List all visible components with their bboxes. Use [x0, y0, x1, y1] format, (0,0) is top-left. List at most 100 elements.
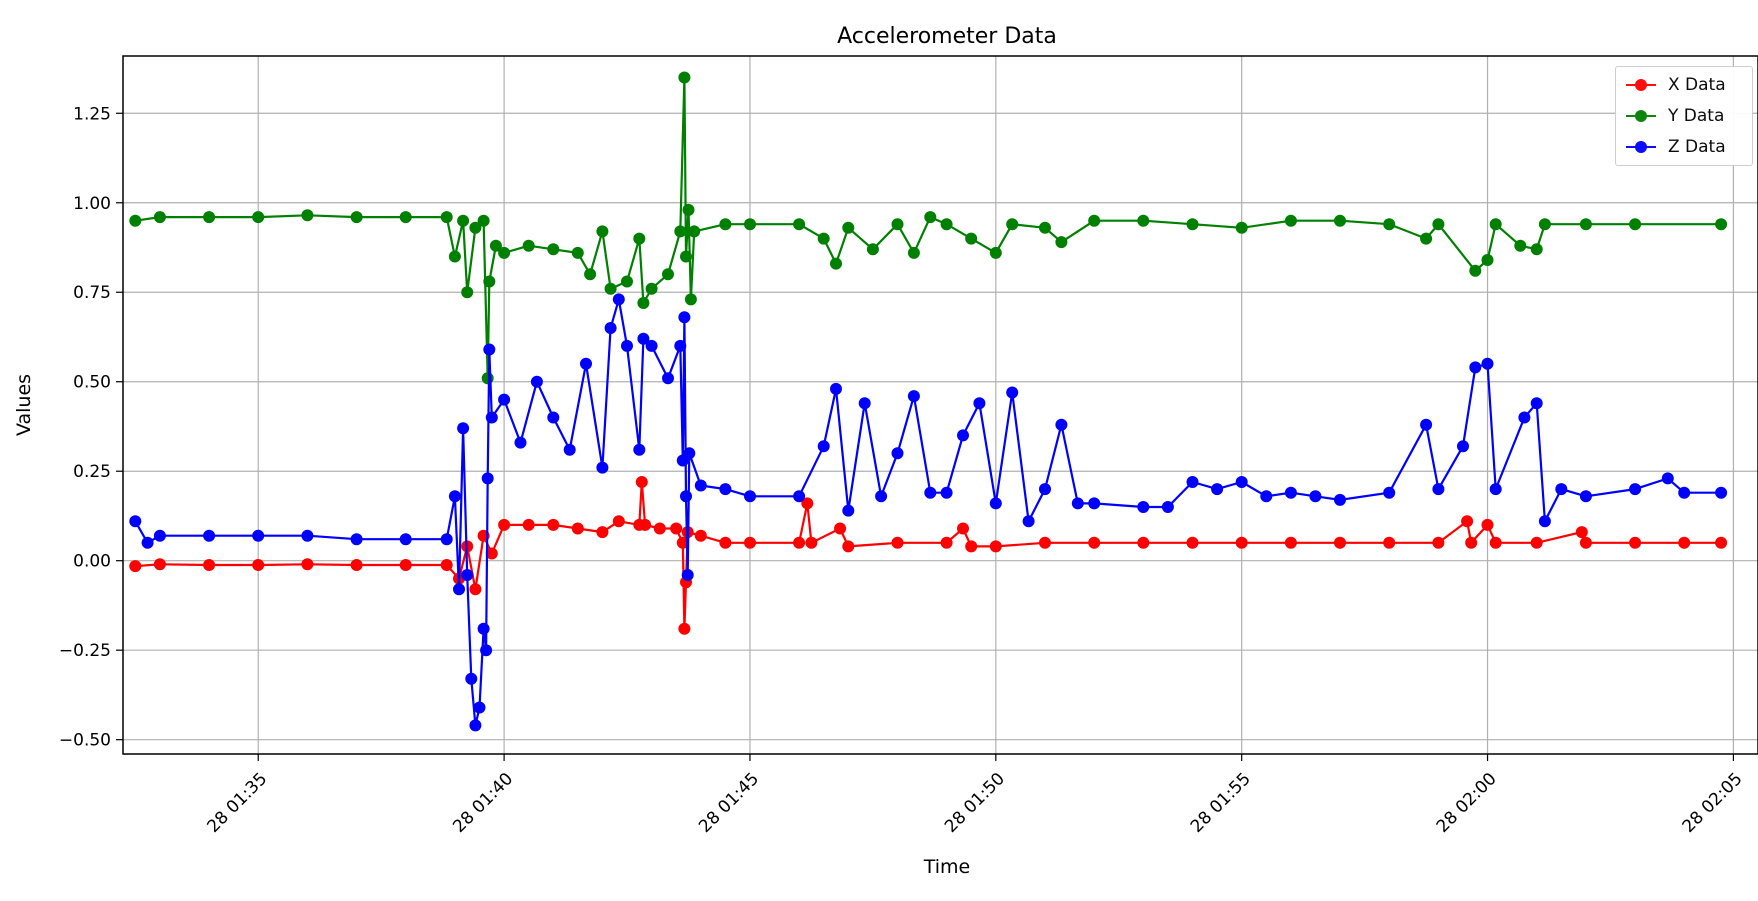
- data-point: [1006, 386, 1019, 399]
- data-point: [448, 250, 461, 263]
- data-point: [719, 536, 732, 549]
- data-point: [547, 518, 560, 531]
- data-point: [801, 497, 814, 510]
- data-point: [1186, 476, 1199, 488]
- data-point: [350, 559, 363, 571]
- data-point: [744, 490, 756, 503]
- data-point: [473, 701, 486, 714]
- data-point: [866, 243, 879, 256]
- data-point: [744, 536, 756, 549]
- data-point: [830, 382, 842, 395]
- data-point: [465, 672, 478, 685]
- data-point: [662, 372, 674, 385]
- data-point: [1432, 218, 1445, 231]
- data-point: [1518, 411, 1531, 424]
- legend-label-x: X Data: [1668, 75, 1726, 95]
- data-point: [203, 211, 216, 224]
- data-point: [477, 214, 490, 227]
- data-point: [1039, 221, 1051, 234]
- y-tick-label: 1.25: [73, 104, 111, 124]
- data-point: [793, 490, 806, 503]
- data-point: [1284, 536, 1297, 549]
- data-point: [481, 372, 494, 385]
- data-point: [498, 393, 511, 406]
- data-point: [1461, 515, 1474, 528]
- data-point: [875, 490, 888, 503]
- data-point: [924, 211, 937, 224]
- data-point: [621, 275, 633, 288]
- data-point: [891, 218, 904, 231]
- data-point: [670, 522, 683, 535]
- data-point: [485, 411, 498, 424]
- data-point: [1006, 218, 1019, 231]
- data-point: [580, 357, 592, 370]
- data-point: [483, 343, 496, 356]
- data-point: [674, 225, 687, 238]
- data-point: [1235, 476, 1248, 488]
- data-point: [834, 522, 847, 535]
- data-point: [547, 243, 560, 256]
- data-point: [129, 214, 142, 227]
- data-point: [1678, 486, 1691, 499]
- y-tick-label: 1.00: [73, 194, 111, 214]
- data-point: [129, 515, 142, 528]
- data-point: [633, 443, 646, 456]
- data-point: [571, 522, 584, 535]
- data-point: [719, 483, 732, 496]
- data-point: [1334, 536, 1346, 549]
- data-point: [1088, 214, 1101, 227]
- data-point: [973, 397, 986, 410]
- data-point: [645, 339, 658, 352]
- data-point: [1715, 536, 1728, 549]
- data-point: [1538, 515, 1551, 528]
- data-point: [612, 515, 625, 528]
- data-point: [1334, 214, 1346, 227]
- data-point: [683, 447, 696, 460]
- data-point: [461, 286, 474, 299]
- data-point: [637, 332, 650, 345]
- data-point: [891, 536, 904, 549]
- y-tick-label: 0.75: [73, 283, 111, 303]
- data-point: [1383, 486, 1396, 499]
- data-point: [680, 250, 692, 263]
- data-point: [1481, 518, 1494, 531]
- data-point: [457, 214, 470, 227]
- data-point: [1629, 483, 1642, 496]
- data-point: [252, 559, 265, 571]
- data-point: [457, 422, 470, 435]
- data-point: [203, 529, 216, 542]
- data-point: [1555, 483, 1568, 496]
- data-point: [584, 268, 597, 281]
- data-point: [907, 246, 920, 259]
- data-point: [842, 504, 855, 517]
- y-tick-label: −0.50: [59, 731, 111, 751]
- y-tick-label: 0.00: [73, 552, 111, 572]
- data-point: [469, 719, 482, 732]
- data-point: [924, 486, 937, 499]
- data-point: [453, 583, 465, 596]
- data-point: [635, 476, 648, 488]
- data-point: [1137, 501, 1150, 513]
- data-point: [530, 375, 543, 388]
- series-y-data: [129, 71, 1728, 385]
- data-point: [965, 232, 978, 245]
- data-point: [440, 211, 453, 224]
- data-point: [596, 526, 609, 539]
- data-point: [1186, 218, 1199, 231]
- data-point: [678, 71, 691, 84]
- data-point: [477, 622, 490, 635]
- data-point: [1055, 418, 1068, 431]
- chart-title: Accelerometer Data: [837, 24, 1057, 49]
- data-point: [817, 440, 830, 453]
- x-axis-label: Time: [923, 856, 971, 878]
- data-point: [989, 540, 1002, 553]
- legend-label-y: Y Data: [1668, 106, 1725, 126]
- data-point: [662, 268, 674, 281]
- data-point: [480, 644, 493, 657]
- data-point: [469, 583, 482, 596]
- data-point: [514, 436, 527, 449]
- data-point: [399, 211, 412, 224]
- data-point: [252, 529, 265, 542]
- data-point: [694, 529, 707, 542]
